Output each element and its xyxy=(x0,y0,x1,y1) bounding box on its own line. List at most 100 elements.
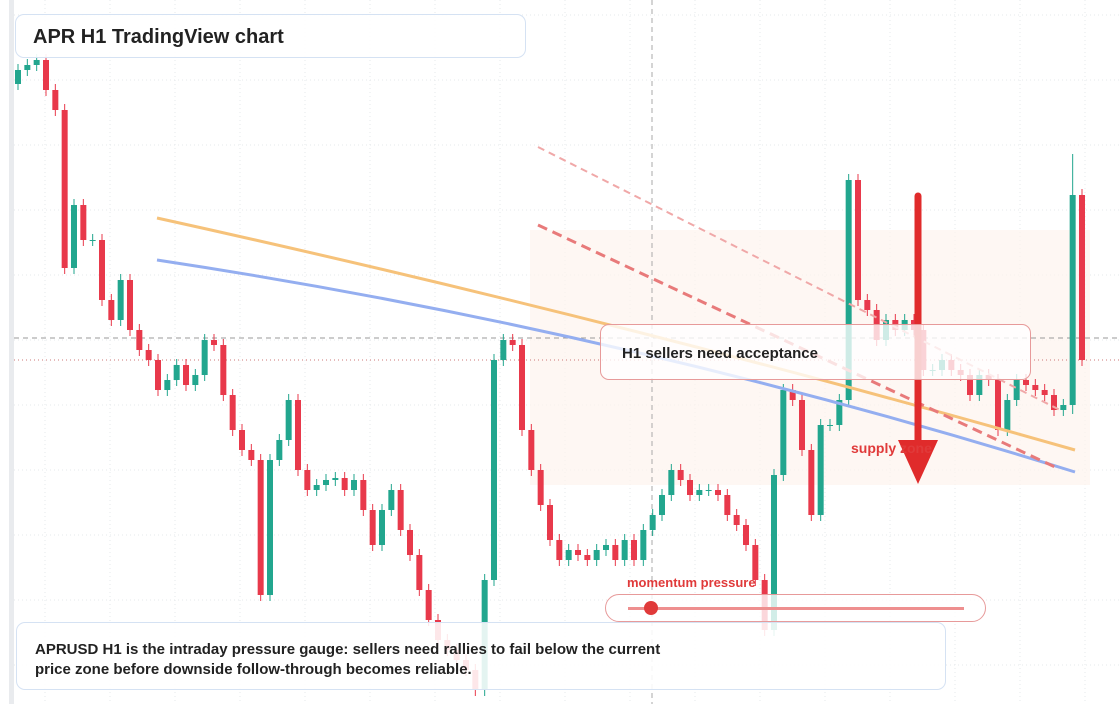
candle-body xyxy=(808,450,815,515)
candle-body xyxy=(285,400,292,440)
candle-body xyxy=(621,540,628,560)
candle-body xyxy=(71,205,77,268)
candle-body xyxy=(425,590,432,620)
candle-body xyxy=(201,340,208,375)
candle-body xyxy=(80,205,87,240)
candle-body xyxy=(817,425,824,515)
candle-body xyxy=(89,240,96,241)
footer-text: APRUSD H1 is the intraday pressure gauge… xyxy=(35,641,661,678)
candle-body xyxy=(836,400,843,425)
candle-body xyxy=(416,555,423,590)
channel-line xyxy=(537,146,1061,411)
candle-body xyxy=(575,550,581,555)
candle-body xyxy=(1004,400,1011,430)
candle-body xyxy=(1013,380,1020,400)
candle-body xyxy=(743,525,749,545)
candle-body xyxy=(61,110,68,268)
left-strip xyxy=(9,0,14,704)
candle-body xyxy=(108,300,115,320)
candle-body xyxy=(369,510,376,545)
candle-body xyxy=(173,365,180,380)
candle-body xyxy=(397,490,404,530)
candle-body xyxy=(276,440,283,460)
candle-body xyxy=(995,380,1001,430)
title: APR H1 TradingView chart xyxy=(33,26,284,48)
candle-body xyxy=(43,60,49,90)
candle-body xyxy=(407,530,413,555)
candle-body xyxy=(117,280,124,320)
candle-body xyxy=(603,545,609,550)
candle-body xyxy=(715,490,721,495)
candle-body xyxy=(351,480,357,490)
candle-body xyxy=(33,60,40,65)
candle-body xyxy=(724,495,731,515)
candle-body xyxy=(155,360,161,390)
candle-body xyxy=(705,490,712,491)
candle-body xyxy=(267,460,273,595)
candle-body xyxy=(631,540,637,560)
candle-body xyxy=(295,400,301,470)
candle-body xyxy=(248,450,255,460)
candle-body xyxy=(164,380,171,390)
candle-body xyxy=(1051,395,1057,410)
candle-body xyxy=(99,240,105,300)
candle-body xyxy=(1032,385,1039,390)
candle-body xyxy=(229,395,236,430)
candle-body xyxy=(332,478,339,480)
candle-body xyxy=(323,480,329,485)
candle-body xyxy=(52,90,59,110)
candle-body xyxy=(127,280,133,330)
candle-body xyxy=(677,470,684,480)
candle-body xyxy=(379,510,385,545)
candle-body xyxy=(519,345,525,430)
candle-body xyxy=(183,365,189,385)
candle-body xyxy=(668,470,675,495)
candle-body xyxy=(239,430,245,450)
candle-body xyxy=(864,300,871,310)
candle-body xyxy=(780,390,787,475)
candle-body xyxy=(565,550,572,560)
candle-body xyxy=(696,490,703,495)
candle-body xyxy=(612,545,619,560)
candle-body xyxy=(220,345,227,395)
candle-body xyxy=(687,480,693,495)
candle-body xyxy=(304,470,311,490)
candle-body xyxy=(211,340,217,345)
candle-body xyxy=(752,545,759,580)
candle-body xyxy=(789,390,796,400)
candle-body xyxy=(855,180,861,300)
candle-body xyxy=(360,480,367,510)
candle-body xyxy=(771,475,777,630)
candle-body xyxy=(584,555,591,560)
gauge-box xyxy=(605,594,986,622)
candle-body xyxy=(1041,390,1048,395)
candle-body xyxy=(1069,195,1076,405)
candle-body xyxy=(659,495,665,515)
callout: H1 sellers need acceptance xyxy=(622,345,818,362)
candle-body xyxy=(145,350,152,360)
candle-body xyxy=(733,515,740,525)
candle-body xyxy=(976,375,983,395)
candle-body xyxy=(15,70,21,84)
arrow-head xyxy=(898,440,938,484)
candle-body xyxy=(24,65,31,70)
gauge-label: momentum pressure xyxy=(627,575,756,590)
candle-body xyxy=(257,460,264,595)
gauge-track xyxy=(628,607,964,610)
candle-body xyxy=(827,425,833,426)
candle-body xyxy=(528,430,535,470)
candle-body xyxy=(509,340,516,345)
candle-body xyxy=(547,505,553,540)
candle-body xyxy=(491,360,497,580)
title-box: APR H1 TradingView chart xyxy=(15,14,526,58)
candle-body xyxy=(799,400,805,450)
zone-label: supply zone xyxy=(851,440,932,456)
candle-body xyxy=(192,375,199,385)
gauge-knob xyxy=(644,601,658,615)
candle-body xyxy=(1079,195,1085,360)
candle-body xyxy=(1023,380,1029,385)
candle-body xyxy=(136,330,143,350)
footer-box: APRUSD H1 is the intraday pressure gauge… xyxy=(16,622,946,690)
candle-body xyxy=(341,478,348,490)
